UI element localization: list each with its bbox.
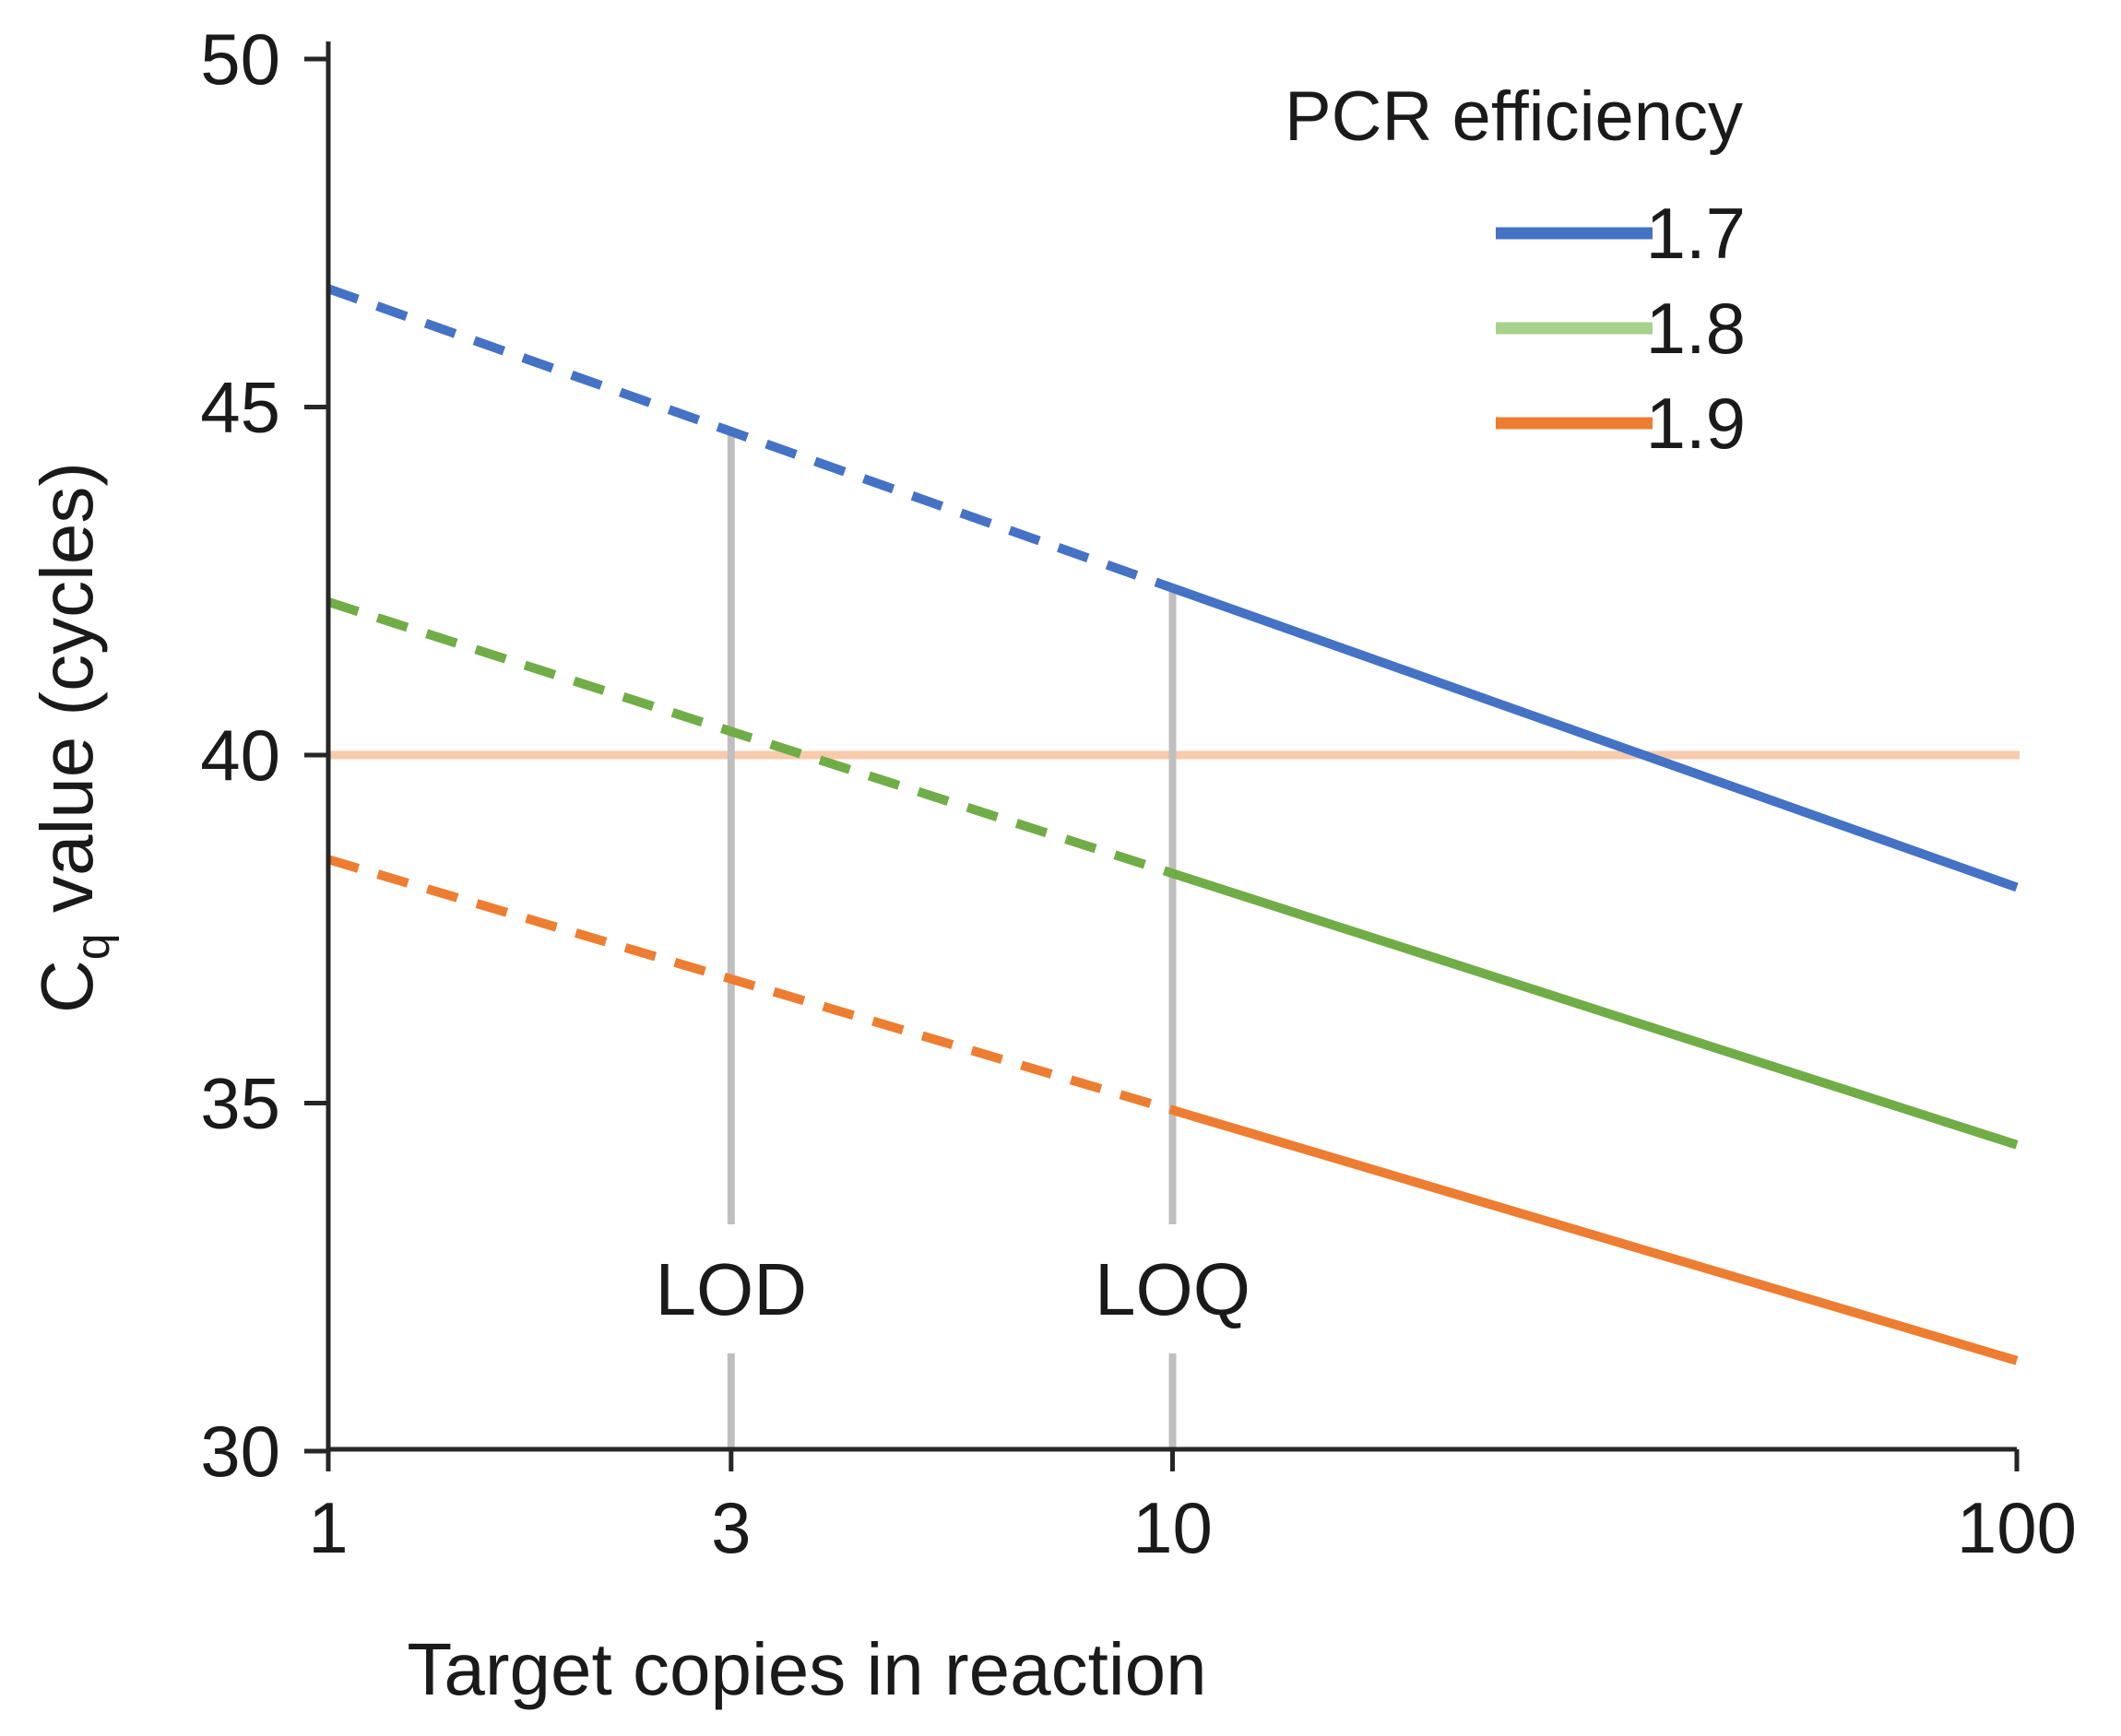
y-tick-label-50: 50 — [200, 18, 280, 100]
legend-swatch-1.7 — [1496, 227, 1653, 240]
series-1.9-solid-segment — [1171, 1105, 2019, 1365]
legend-label-1.7: 1.7 — [1646, 193, 1746, 274]
x-tick-label-3: 3 — [711, 1487, 751, 1568]
legend-label-1.9: 1.9 — [1646, 383, 1746, 464]
y-tick-label-30: 30 — [200, 1411, 280, 1492]
y-tick-label-45: 45 — [200, 367, 280, 448]
x-tick-label-100: 100 — [1957, 1487, 2077, 1568]
y-axis-title: Cq value (cycles) — [26, 462, 120, 1013]
series-1.8-solid-segment — [1170, 868, 2019, 1150]
y-tick-label-35: 35 — [200, 1063, 280, 1144]
x-tick-label-1: 1 — [308, 1487, 348, 1568]
legend-label-1.8: 1.8 — [1646, 288, 1746, 369]
legend-title: PCR efficiency — [1285, 77, 1743, 156]
series-1.7-dashed-segment — [326, 284, 1175, 593]
series-1.8-dashed-segment — [326, 597, 1175, 879]
series-1.7-solid-segment — [1170, 584, 2019, 892]
y-tick-label-40: 40 — [200, 714, 280, 796]
series-1.9-dashed-segment — [326, 855, 1174, 1115]
legend-swatch-1.8 — [1496, 322, 1653, 335]
loq-label: LOQ — [1095, 1248, 1250, 1330]
legend: PCR efficiency 1.7 1.8 1.9 — [1285, 77, 1746, 464]
x-axis-title: Target copies in reaction — [407, 1628, 1206, 1710]
lod-label: LOD — [656, 1248, 808, 1330]
x-tick-label-10: 10 — [1132, 1487, 1213, 1568]
legend-swatch-1.9 — [1496, 417, 1653, 430]
